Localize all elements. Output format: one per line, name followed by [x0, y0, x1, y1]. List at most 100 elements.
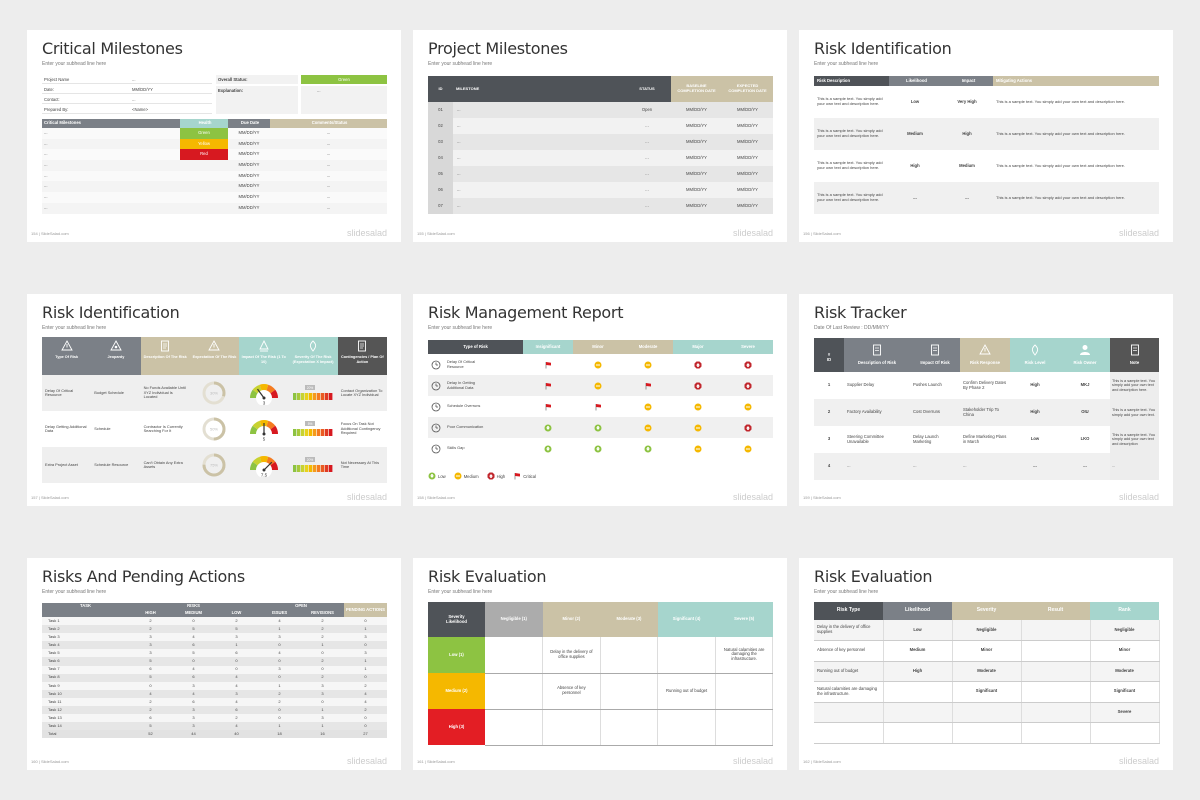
value-cell: 3	[192, 722, 195, 728]
contingency-cell: Focus On Task Not Additional Contingency…	[340, 421, 381, 436]
value-cell: 3	[192, 706, 195, 712]
expectation-donut: 50%	[202, 417, 226, 441]
baseline-date-cell: MM/DD/YY	[686, 202, 707, 208]
brand-watermark: slidesalad	[732, 492, 773, 502]
table-row: Task 10 4 4 3 2 3 4	[42, 689, 387, 698]
matrix-cell	[485, 709, 544, 746]
table-row: Delay Of Critical Resource	[428, 354, 773, 375]
value-cell: 4	[278, 617, 281, 623]
width-icon	[431, 444, 441, 453]
slide-title: Risk Evaluation	[814, 567, 933, 586]
value-cell: 2	[149, 698, 152, 704]
risk-type-cell	[814, 722, 884, 744]
forbidden-icon	[259, 340, 269, 352]
value-cell: 1	[235, 642, 238, 648]
milestone-cell: ...	[457, 122, 461, 128]
expected-date-cell: MM/DD/YY	[737, 170, 758, 176]
value-cell: 0	[321, 666, 324, 672]
impact-cell: Cost Overruns	[913, 409, 940, 415]
warning-icon	[979, 344, 991, 355]
risk-type-label: Poor Communication	[447, 424, 484, 430]
matrix-cell	[485, 673, 544, 710]
value-cell: 1	[321, 706, 324, 712]
sub-header: LOW	[215, 610, 258, 617]
slide-project-milestones[interactable]: Project Milestones Enter your subhead li…	[413, 30, 787, 242]
column-header-label: Description Of The Risk	[143, 355, 187, 359]
explanation-value: ...	[301, 86, 387, 114]
matrix-corner: Severity Likelihood	[428, 602, 485, 637]
milestone-cell: ...	[44, 194, 48, 200]
column-header: Rank	[1090, 602, 1159, 620]
task-cell: Task 4	[48, 642, 60, 648]
milestone-cell: ...	[44, 129, 48, 135]
risk-level-cell	[573, 438, 623, 459]
impact-gauge: 3	[249, 384, 278, 405]
impact-cell: 5	[239, 411, 288, 447]
column-header: Type Of Risk	[42, 337, 92, 375]
value-cell: 3	[278, 633, 281, 639]
value-cell: 0	[364, 674, 367, 680]
slide-title: Risks And Pending Actions	[42, 567, 245, 586]
sub-header-row: HIGH MEDIUM LOW ISSUES REVISIONS	[42, 610, 387, 617]
risk-level-cell	[673, 438, 723, 459]
column-header: Risk Owner	[1060, 338, 1110, 372]
slide-risk-tracker[interactable]: Risk Tracker Date Of Last Review : DD/MM…	[799, 294, 1173, 506]
risk-description-cell: ...	[847, 463, 851, 469]
slide-risks-pending-actions[interactable]: Risks And Pending Actions Enter your sub…	[27, 558, 401, 770]
value-cell: 3	[149, 642, 152, 648]
slide-title: Critical Milestones	[42, 39, 183, 58]
value-cell: 6	[192, 642, 195, 648]
slide-risk-evaluation-table[interactable]: Risk Evaluation Enter your subhead line …	[799, 558, 1173, 770]
risk-legend: Low Medium High Critical	[428, 472, 536, 480]
risk-description-cell: Supplier Delay	[847, 382, 875, 388]
health-cell	[180, 171, 228, 182]
value-cell: 0	[149, 682, 152, 688]
impact-cell: 3	[239, 375, 288, 411]
value-cell: 3	[321, 714, 324, 720]
impact-cell: Medium	[959, 162, 975, 168]
risk-level-cell	[623, 354, 673, 375]
severity-column-header: Significant (4)	[657, 602, 716, 637]
table-row: Task 1 2 0 2 4 2 0	[42, 617, 387, 626]
table-header-row: ID MILESTONE STATUS BASELINE COMPLETION DAT…	[428, 76, 773, 102]
slide-footer: 159 | SlideSalad.com	[803, 495, 841, 500]
risk-type-cell: Poor Communication	[428, 417, 523, 438]
legend-item: Medium	[454, 472, 479, 480]
column-header: Note	[1110, 338, 1159, 372]
matrix-row: High (3)	[428, 709, 774, 746]
note-cell: This is a sample text. You simply add yo…	[1110, 372, 1159, 399]
risk-level-cell	[723, 375, 773, 396]
group-header-row: TASK RISKS OPEN PENDING ACTIONS	[42, 603, 387, 617]
comment-cell: ...	[326, 161, 331, 167]
slide-risk-management-report[interactable]: Risk Management Report Enter your subhea…	[413, 294, 787, 506]
risk-type-cell: Extra Project Asset	[45, 461, 78, 467]
table-row: Severe	[814, 702, 1160, 723]
rank-cell: Moderate	[1090, 661, 1160, 682]
expectation-percent: 30%	[210, 391, 218, 396]
clock-icon	[431, 360, 441, 369]
column-header: Contingencies / Plan Of Action	[337, 337, 387, 375]
likelihood-cell	[883, 702, 953, 723]
matrix-cell	[600, 637, 659, 674]
likelihood-cell: High	[883, 661, 953, 682]
value-cell: 2	[278, 690, 281, 696]
sub-header: ISSUES	[258, 610, 301, 617]
slide-risk-identification-2[interactable]: Risk Identification Enter your subhead l…	[27, 294, 401, 506]
result-cell	[1021, 620, 1091, 641]
value-cell: 0	[364, 722, 367, 728]
slide-subhead: Enter your subhead line here	[42, 325, 107, 331]
slide-title: Project Milestones	[428, 39, 568, 58]
slide-risk-evaluation-matrix[interactable]: Risk Evaluation Enter your subhead line …	[413, 558, 787, 770]
value-cell: 2	[149, 706, 152, 712]
risk-type-wrap: Delay Of Critical Resource	[431, 359, 523, 370]
slide-critical-milestones[interactable]: Critical Milestones Enter your subhead l…	[27, 30, 401, 242]
value-cell: 5	[192, 625, 195, 631]
status-cell: Open	[641, 106, 653, 112]
value-cell: 0	[364, 617, 367, 623]
warning-icon	[60, 340, 73, 351]
comment-cell: ...	[326, 194, 331, 200]
severity-cell	[952, 702, 1022, 723]
column-header-label: Impact Of Risk	[920, 360, 950, 366]
column-header: Likelihood	[889, 76, 941, 86]
slide-risk-identification-1[interactable]: Risk Identification Enter your subhead l…	[799, 30, 1173, 242]
